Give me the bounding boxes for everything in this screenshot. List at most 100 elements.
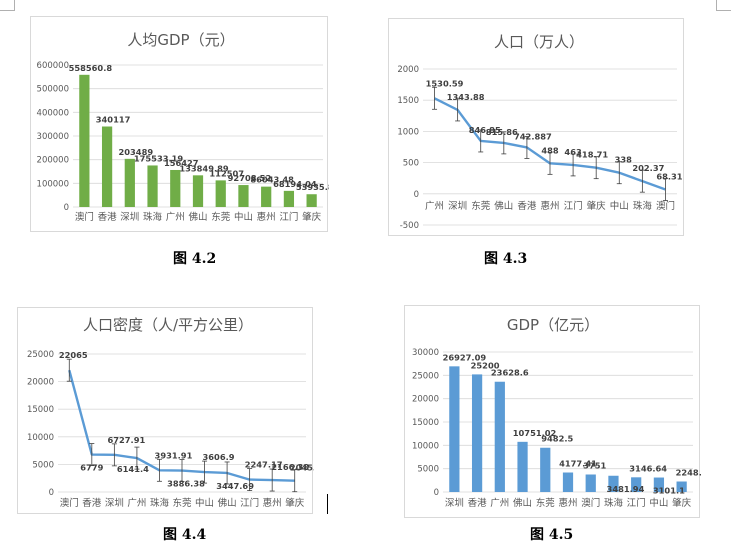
y-tick-label: 600000	[37, 61, 69, 71]
y-tick-label: 100000	[37, 179, 69, 189]
bar	[471, 374, 483, 492]
x-tick-label: 惠州	[558, 497, 577, 509]
data-label: 53935.89	[296, 182, 329, 192]
series-line	[434, 97, 666, 191]
figure-caption: 图 4.2	[173, 251, 217, 267]
bar	[653, 477, 665, 492]
data-label: 203489	[118, 147, 153, 157]
bar	[79, 74, 90, 207]
chart-panel-population: 人口（万人） 2000 1500 1000 500 0 -500 广州 深圳 东莞 佛山 香港 惠州 江门…	[388, 18, 684, 236]
y-tick-label: 0	[434, 488, 439, 498]
x-tick-label: 肇庆	[302, 211, 322, 223]
chart-svg: 人口密度（人/平方公里） 25000 20000 15000 10000 5000 0 澳门香…	[27, 316, 314, 509]
x-tick-label: 东莞	[172, 497, 192, 509]
data-label: 3931.91	[155, 450, 193, 460]
data-label: 2045.48	[290, 463, 314, 473]
data-label: 338	[615, 155, 633, 165]
y-tick-label: 15000	[412, 418, 439, 428]
data-label: 3751	[583, 460, 606, 470]
data-label: 156427	[164, 158, 199, 168]
data-label: 815.86	[486, 127, 518, 137]
chart-title: GDP（亿元）	[507, 316, 599, 334]
x-tick-label: 中山	[234, 211, 253, 223]
x-tick-label: 惠州	[540, 200, 559, 212]
data-label: 26927.09	[443, 352, 487, 362]
figure-caption: 图 4.3	[484, 251, 528, 267]
data-label: 558560.8	[69, 63, 113, 73]
bar	[215, 180, 226, 207]
data-label: 23628.6	[491, 368, 529, 378]
x-tick-label: 江门	[564, 200, 583, 212]
data-label: 1343.88	[447, 92, 485, 102]
data-label: 846.85	[469, 125, 501, 135]
y-tick-label: 0	[414, 190, 419, 200]
x-tick-label: 香港	[468, 497, 488, 509]
x-tick-label: 广州	[425, 200, 444, 212]
x-tick-label: 东莞	[211, 211, 231, 223]
y-tick-label: 500	[403, 159, 419, 169]
x-tick-label: 佛山	[494, 200, 513, 212]
bar	[192, 175, 204, 207]
x-tick-label: 中山	[649, 497, 668, 509]
x-tick-label: 佛山	[513, 497, 532, 509]
x-tick-label: 肇庆	[285, 497, 305, 509]
chart-svg: 人口（万人） 2000 1500 1000 500 0 -500 广州 深圳 东莞 佛山 香港 惠州 江门…	[397, 33, 682, 231]
chart-panel-per-capita-gdp: 人均GDP（元） 600000 500000 400000 300000 200000 10…	[30, 16, 329, 232]
x-tick-label: 惠州	[257, 211, 276, 223]
bar	[494, 381, 505, 492]
data-label: 25200	[471, 360, 500, 370]
data-label: 2248.8	[676, 468, 701, 478]
bar	[147, 165, 158, 207]
data-label: 3606.9	[203, 452, 235, 462]
data-label: 9482.5	[541, 434, 573, 444]
bar	[631, 477, 642, 492]
y-tick-label: 1500	[397, 96, 419, 106]
y-tick-label: 2000	[397, 65, 419, 75]
bar	[124, 158, 135, 207]
data-label: 68.31	[656, 172, 682, 182]
bar	[517, 441, 528, 492]
data-label: 6779	[80, 463, 103, 473]
x-tick-label: 广州	[127, 497, 146, 509]
x-tick-label: 深圳	[445, 498, 464, 509]
data-label: 22065	[59, 350, 88, 360]
chart-title: 人均GDP（元）	[127, 31, 234, 49]
figure-caption: 图 4.5	[530, 527, 574, 543]
x-tick-label: 肇庆	[672, 497, 692, 509]
x-tick-label: 澳门	[75, 211, 94, 223]
x-tick-label: 佛山	[188, 211, 207, 223]
x-tick-label: 东莞	[471, 200, 491, 212]
bar	[170, 169, 181, 207]
y-tick-label: 10000	[412, 441, 439, 451]
data-label: 92708.52	[228, 173, 272, 183]
data-label: 4177.41	[559, 459, 597, 469]
bar	[238, 185, 249, 207]
data-label: 3886.38	[167, 479, 205, 489]
x-tick-label: 珠海	[143, 211, 163, 223]
page-corner-mark-right	[716, 0, 731, 11]
x-tick-label: 中山	[195, 497, 214, 509]
x-tick-label: 珠海	[633, 200, 653, 212]
y-tick-label: 0	[49, 488, 54, 498]
data-label: 340117	[96, 115, 131, 125]
data-label: 133849.89	[179, 163, 229, 173]
x-tick-label: 惠州	[263, 497, 282, 509]
y-tick-label: 400000	[37, 108, 69, 118]
x-tick-label: 澳门	[656, 200, 675, 212]
bar	[608, 475, 619, 492]
data-label: 68194.04	[273, 179, 317, 189]
y-tick-label: 200000	[37, 156, 69, 166]
data-label: 175533.19	[134, 153, 184, 163]
y-tick-label: 300000	[37, 132, 69, 142]
data-label: 3101.1	[653, 486, 685, 496]
page-corner-mark-left	[0, 0, 15, 11]
data-label: 10751.02	[513, 428, 557, 438]
y-tick-label: 5000	[417, 465, 439, 475]
bar	[562, 472, 574, 492]
y-tick-label: 30000	[412, 348, 439, 358]
bar	[261, 186, 272, 207]
x-tick-label: 深圳	[120, 212, 139, 223]
data-label: 3447.69	[216, 481, 254, 491]
chart-panel-gdp: GDP（亿元） 30000 25000 20000 15000 10000 5000 0 深圳香…	[404, 305, 701, 518]
y-tick-label: 5000	[32, 460, 54, 470]
